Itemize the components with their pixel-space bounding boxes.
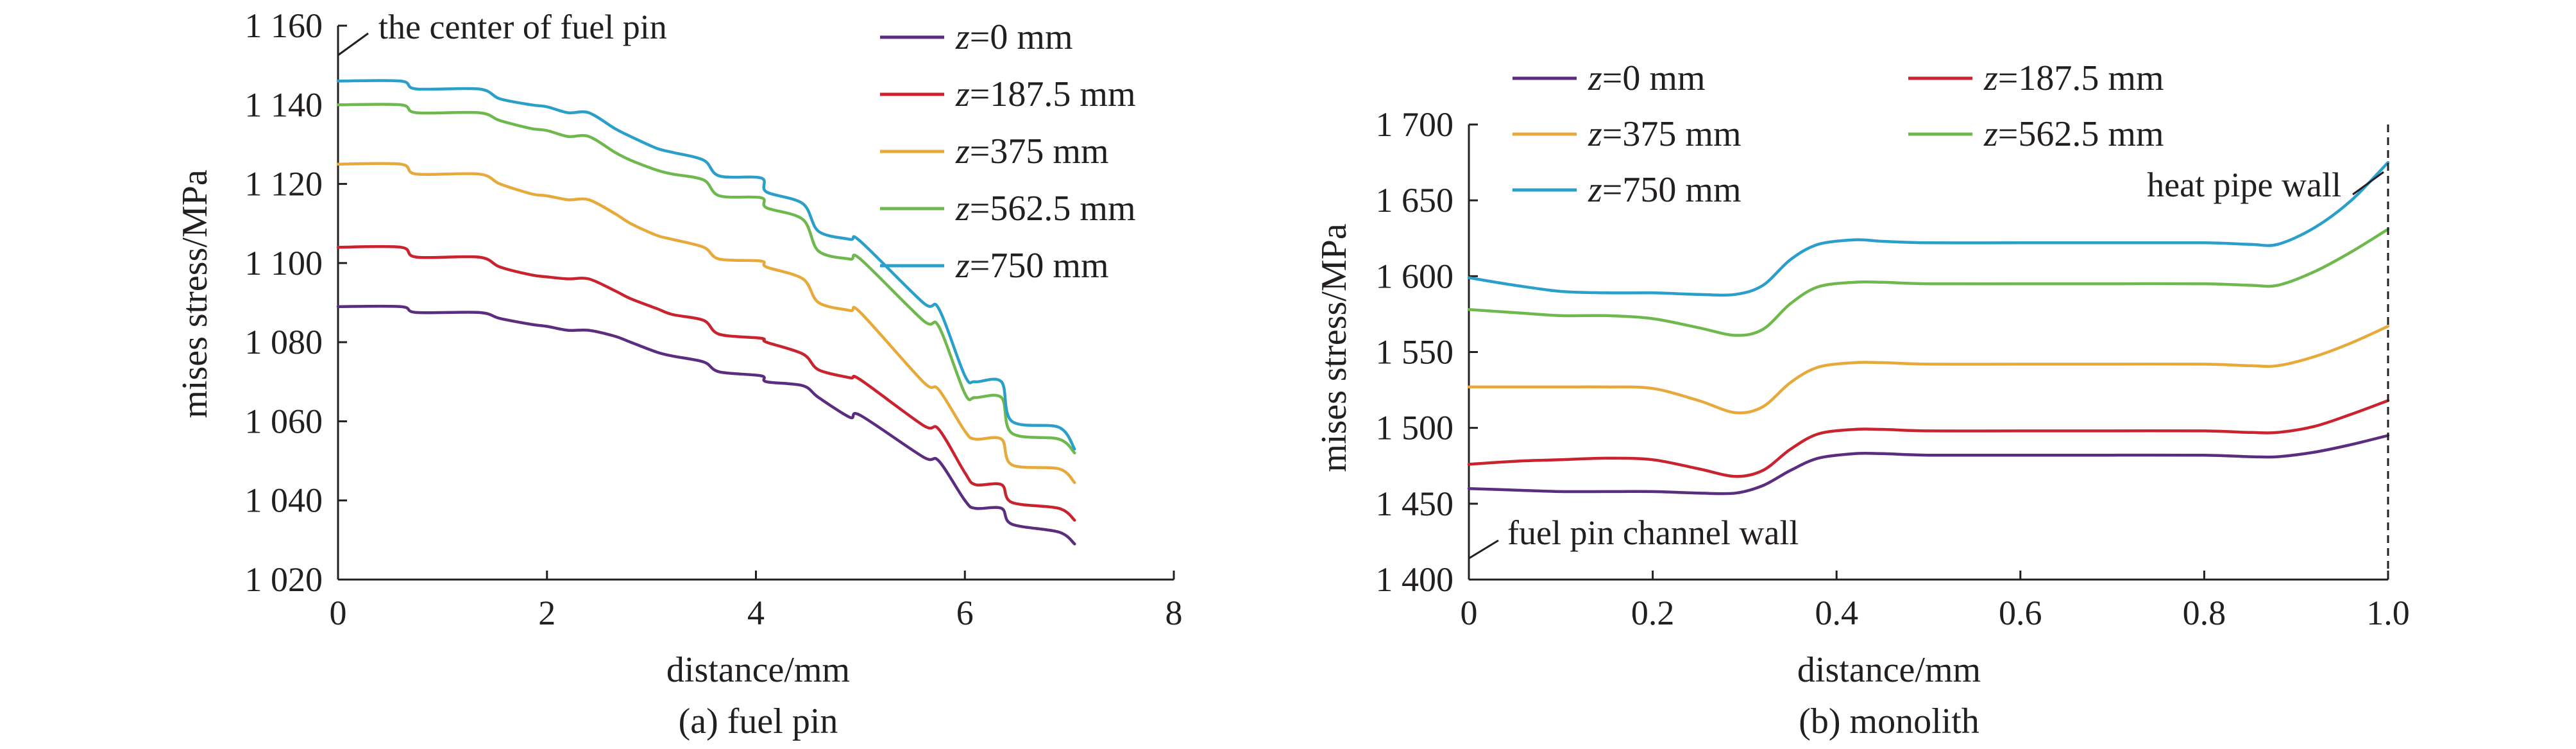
monolith-y-tick-label: 1 700 [1376, 105, 1454, 144]
fuel-pin-y-tick-label: 1 160 [245, 6, 323, 45]
fuel-pin-legend-label-var: z [955, 17, 970, 57]
monolith-legend-label-var: z [1588, 58, 1602, 98]
monolith-y-tick-label: 1 650 [1376, 181, 1454, 220]
fuel-pin-legend-label-rest: =187.5 mm [970, 74, 1136, 114]
fuel-pin-series-line [336, 103, 1076, 454]
monolith-x-tick-label: 0 [1461, 594, 1478, 632]
monolith-legend-label-var: z [1588, 170, 1602, 210]
fuel-pin-legend: z=0 mmz=187.5 mmz=375 mmz=562.5 mmz=750 … [880, 17, 1136, 286]
fuel-pin-y-tick-label: 1 100 [245, 244, 323, 282]
fuel-pin-center-pointer [337, 32, 369, 56]
monolith-legend-label: z=750 mm [1588, 170, 1741, 210]
fuel-pin-y-tick-label: 1 040 [245, 481, 323, 520]
monolith-legend-label: z=187.5 mm [1983, 58, 2164, 98]
monolith-legend-label: z=562.5 mm [1983, 114, 2164, 154]
monolith-y-tick-label: 1 450 [1376, 485, 1454, 523]
fuel-pin-channel-wall-annotation: fuel pin channel wall [1507, 513, 1799, 552]
fuel-pin-caption: (a) fuel pin [679, 702, 838, 741]
monolith-legend-label: z=0 mm [1588, 58, 1706, 98]
fuel-pin-annotations: the center of fuel pin [337, 8, 667, 56]
fuel-pin-y-axis-label: mises stress/MPa [175, 169, 215, 418]
monolith-legend-label-rest: =562.5 mm [1998, 114, 2164, 154]
fuel-pin-y-tick-label: 1 020 [245, 560, 323, 599]
fuel-pin-center-annotation: the center of fuel pin [378, 8, 667, 46]
monolith-x-tick-label: 0.8 [2183, 594, 2226, 632]
fuel-pin-x-tick-label: 4 [747, 594, 765, 632]
fuel-pin-x-tick-label: 0 [330, 594, 347, 632]
fuel-pin-series-line [336, 79, 1076, 451]
monolith-caption: (b) monolith [1799, 702, 1979, 741]
fuel-pin-y-tick-label: 1 080 [245, 323, 323, 361]
heat-pipe-wall-pointer [2352, 171, 2384, 196]
fuel-pin-y-tick-label: 1 140 [245, 85, 323, 124]
monolith-series-group [1467, 160, 2390, 495]
monolith-series-line [1467, 399, 2390, 478]
monolith-legend-label-rest: =750 mm [1602, 170, 1741, 210]
fuel-pin-x-axis-label: distance/mm [666, 650, 850, 690]
fuel-pin-legend-label-rest: =562.5 mm [970, 189, 1136, 228]
monolith-axes: 0 0.2 0.4 0.6 0.8 1.0 1 400 1 450 1 500 1 550 1 60… [1376, 105, 2410, 632]
fuel-pin-axes: 0 2 4 6 8 1 020 1 040 1 060 1 080 1 100 1 120 1 140… [245, 6, 1183, 632]
monolith-series-line [1467, 325, 2390, 415]
monolith-legend-label-var: z [1588, 114, 1602, 154]
monolith-legend-label-rest: =187.5 mm [1998, 58, 2164, 98]
monolith-series-line [1467, 227, 2390, 337]
fuel-pin-y-tick-label: 1 120 [245, 165, 323, 203]
monolith-annotations: heat pipe wall fuel pin channel wall [1468, 125, 2389, 580]
fuel-pin-x-tick-label: 6 [956, 594, 974, 632]
monolith-x-axis-label: distance/mm [1797, 650, 1981, 690]
fuel-pin-x-tick-label: 2 [538, 594, 555, 632]
fuel-pin-legend-label-var: z [955, 246, 970, 286]
panel-monolith: 0 0.2 0.4 0.6 0.8 1.0 1 400 1 450 1 500 1 550 1 60… [1314, 58, 2410, 741]
fuel-pin-y-tick-label: 1 060 [245, 402, 323, 440]
fuel-pin-legend-label-rest: =750 mm [970, 246, 1109, 286]
fuel-pin-series-line [336, 304, 1076, 546]
monolith-legend-label-var: z [1983, 114, 1998, 154]
fuel-pin-legend-label-rest: =0 mm [970, 17, 1073, 57]
monolith-y-tick-label: 1 500 [1376, 409, 1454, 447]
monolith-x-tick-label: 0.6 [1999, 594, 2042, 632]
fuel-pin-channel-wall-pointer [1468, 539, 1499, 560]
fuel-pin-legend-label: z=750 mm [955, 246, 1109, 286]
fuel-pin-x-tick-label: 8 [1165, 594, 1183, 632]
monolith-series-line [1467, 434, 2390, 495]
fuel-pin-legend-label: z=187.5 mm [955, 74, 1136, 114]
fuel-pin-legend-label-rest: =375 mm [970, 132, 1109, 171]
monolith-y-tick-label: 1 600 [1376, 257, 1454, 295]
monolith-x-tick-label: 0.2 [1631, 594, 1675, 632]
monolith-legend-label-var: z [1983, 58, 1998, 98]
heat-pipe-wall-annotation: heat pipe wall [2147, 166, 2341, 204]
monolith-x-tick-label: 0.4 [1815, 594, 1858, 632]
fuel-pin-series-line [336, 245, 1076, 522]
panel-fuel-pin: 0 2 4 6 8 1 020 1 040 1 060 1 080 1 100 1 120 1 140… [175, 6, 1183, 741]
fuel-pin-series-line [336, 162, 1076, 485]
monolith-legend-label-rest: =0 mm [1602, 58, 1706, 98]
fuel-pin-legend-label: z=0 mm [955, 17, 1073, 57]
monolith-series-line [1467, 160, 2390, 297]
fuel-pin-legend-label-var: z [955, 132, 970, 171]
fuel-pin-legend-label: z=375 mm [955, 132, 1109, 171]
fuel-pin-legend-label-var: z [955, 189, 970, 228]
monolith-legend-label-rest: =375 mm [1602, 114, 1741, 154]
monolith-y-tick-label: 1 400 [1376, 560, 1454, 599]
fuel-pin-series-group [336, 79, 1076, 546]
fuel-pin-legend-label: z=562.5 mm [955, 189, 1136, 228]
monolith-legend-label: z=375 mm [1588, 114, 1741, 154]
monolith-y-axis-label: mises stress/MPa [1314, 223, 1354, 472]
monolith-x-tick-label: 1.0 [2366, 594, 2410, 632]
monolith-y-tick-label: 1 550 [1376, 333, 1454, 372]
fuel-pin-legend-label-var: z [955, 74, 970, 114]
monolith-legend: z=0 mm z=187.5 mmz=375 mm z=562.5 mmz=750 … [1513, 58, 2164, 210]
